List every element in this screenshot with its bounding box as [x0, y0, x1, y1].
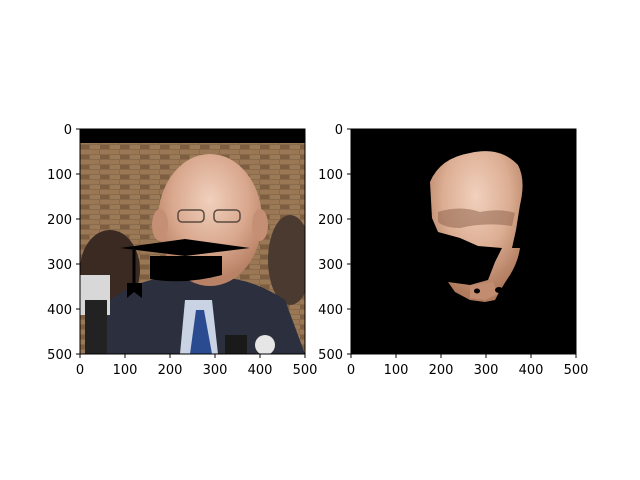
left-axes-frame: [79, 128, 306, 355]
right-y-tick-label: 300: [318, 258, 343, 273]
right-y-tick-label: 500: [318, 348, 343, 363]
right-x-tick-label: 100: [384, 363, 409, 378]
left-y-tick-label: 300: [47, 258, 72, 273]
left-x-tick-label: 100: [113, 363, 138, 378]
left-y-tick-label: 100: [47, 168, 72, 183]
left-y-tick-label: 500: [47, 348, 72, 363]
left-x-tick-label: 200: [158, 363, 183, 378]
right-x-tick-label: 400: [519, 363, 544, 378]
right-y-tick-label: 0: [335, 123, 343, 138]
right-x-tick-label: 300: [474, 363, 499, 378]
left-x-tick-label: 300: [203, 363, 228, 378]
right-x-tick-label: 500: [564, 363, 589, 378]
left-x-tick-label: 400: [248, 363, 273, 378]
left-image: [80, 129, 305, 354]
right-image: [351, 129, 576, 354]
left-x-tick-label: 0: [76, 363, 84, 378]
left-y-tick-label: 400: [47, 303, 72, 318]
right-y-tick-label: 100: [318, 168, 343, 183]
right-y-tick-label: 200: [318, 213, 343, 228]
right-x-tick-label: 0: [347, 363, 355, 378]
left-y-tick-label: 200: [47, 213, 72, 228]
left-x-tick-label: 500: [293, 363, 318, 378]
left-y-tick-label: 0: [64, 123, 72, 138]
left-axis-ticks: 0 100 200 300 400 500 0 100 200 300 400 500: [47, 123, 317, 378]
right-axis-ticks: 0 100 200 300 400 500 0 100 200 300 400 500: [318, 123, 588, 378]
right-y-tick-label: 400: [318, 303, 343, 318]
right-x-tick-label: 200: [429, 363, 454, 378]
right-axes-frame: [350, 128, 577, 355]
